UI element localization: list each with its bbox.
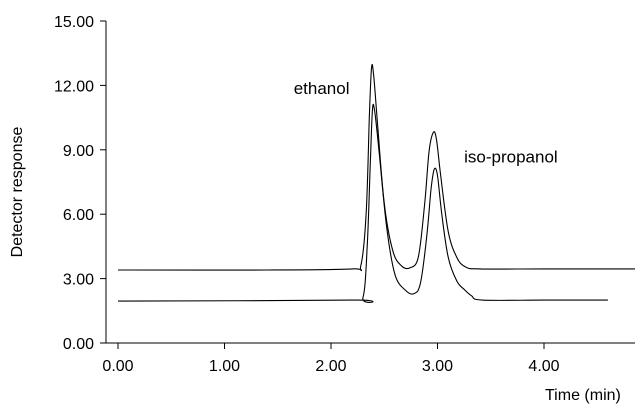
series-1-line bbox=[117, 63, 635, 272]
y-axis-label: Detector response bbox=[9, 127, 26, 258]
y-tick-label: 6.00 bbox=[63, 207, 94, 224]
y-tick-label: 3.00 bbox=[63, 272, 94, 289]
y-tick-label: 0.00 bbox=[63, 336, 94, 353]
x-tick-label: 0.00 bbox=[102, 358, 133, 375]
plot-area: 0.00 3.00 6.00 9.00 12.00 15.00 0.00 1.00 2.00 3… bbox=[54, 14, 635, 375]
x-axis-label: Time (min) bbox=[545, 387, 621, 404]
x-tick-label: 4.00 bbox=[528, 358, 559, 375]
y-ticks: 0.00 3.00 6.00 9.00 12.00 15.00 bbox=[54, 14, 106, 353]
x-tick-label: 3.00 bbox=[422, 358, 453, 375]
series-2-line bbox=[117, 103, 608, 303]
y-tick-label: 9.00 bbox=[63, 143, 94, 160]
annotations: ethanol iso-propanol bbox=[294, 79, 558, 167]
x-tick-label: 2.00 bbox=[315, 358, 346, 375]
x-ticks: 0.00 1.00 2.00 3.00 4.00 bbox=[102, 343, 560, 375]
y-tick-label: 12.00 bbox=[54, 78, 94, 95]
annotation-label: ethanol bbox=[294, 79, 350, 98]
y-tick-label: 15.00 bbox=[54, 14, 94, 31]
series-layer bbox=[117, 63, 635, 303]
x-tick-label: 1.00 bbox=[209, 358, 240, 375]
annotation-label: iso-propanol bbox=[464, 148, 558, 167]
